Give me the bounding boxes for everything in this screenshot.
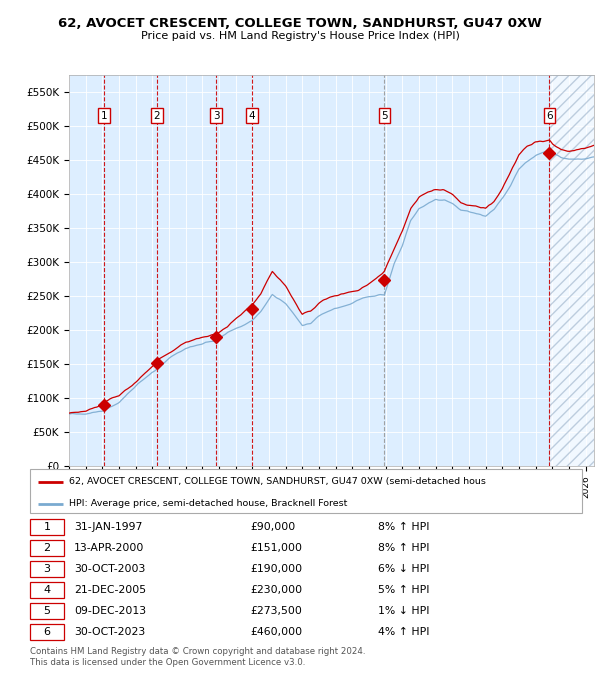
Text: 6: 6 xyxy=(546,111,553,121)
Text: Contains HM Land Registry data © Crown copyright and database right 2024.
This d: Contains HM Land Registry data © Crown c… xyxy=(30,647,365,667)
FancyBboxPatch shape xyxy=(30,540,64,556)
Text: £273,500: £273,500 xyxy=(251,606,302,616)
Text: 4: 4 xyxy=(44,585,50,595)
Text: HPI: Average price, semi-detached house, Bracknell Forest: HPI: Average price, semi-detached house,… xyxy=(68,499,347,508)
FancyBboxPatch shape xyxy=(30,561,64,577)
Text: 3: 3 xyxy=(213,111,220,121)
Text: 8% ↑ HPI: 8% ↑ HPI xyxy=(378,522,429,532)
FancyBboxPatch shape xyxy=(30,603,64,619)
FancyBboxPatch shape xyxy=(30,469,582,513)
Text: 31-JAN-1997: 31-JAN-1997 xyxy=(74,522,143,532)
Text: 13-APR-2000: 13-APR-2000 xyxy=(74,543,145,554)
Text: £460,000: £460,000 xyxy=(251,627,303,637)
Bar xyxy=(550,75,594,466)
Text: 21-DEC-2005: 21-DEC-2005 xyxy=(74,585,146,595)
Text: 5: 5 xyxy=(381,111,388,121)
Text: 2: 2 xyxy=(154,111,160,121)
Text: 3: 3 xyxy=(44,564,50,574)
Text: £230,000: £230,000 xyxy=(251,585,303,595)
Text: 1: 1 xyxy=(100,111,107,121)
Text: 5% ↑ HPI: 5% ↑ HPI xyxy=(378,585,429,595)
Text: 1: 1 xyxy=(44,522,50,532)
Text: £190,000: £190,000 xyxy=(251,564,303,574)
FancyBboxPatch shape xyxy=(30,519,64,535)
FancyBboxPatch shape xyxy=(30,624,64,641)
Text: 62, AVOCET CRESCENT, COLLEGE TOWN, SANDHURST, GU47 0XW: 62, AVOCET CRESCENT, COLLEGE TOWN, SANDH… xyxy=(58,17,542,30)
Text: 5: 5 xyxy=(44,606,50,616)
Text: 6: 6 xyxy=(44,627,50,637)
Text: £151,000: £151,000 xyxy=(251,543,303,554)
Text: Price paid vs. HM Land Registry's House Price Index (HPI): Price paid vs. HM Land Registry's House … xyxy=(140,31,460,41)
Text: 4: 4 xyxy=(248,111,255,121)
Text: 6% ↓ HPI: 6% ↓ HPI xyxy=(378,564,429,574)
Text: 30-OCT-2003: 30-OCT-2003 xyxy=(74,564,146,574)
Text: 2: 2 xyxy=(44,543,50,554)
Text: 30-OCT-2023: 30-OCT-2023 xyxy=(74,627,145,637)
Text: 62, AVOCET CRESCENT, COLLEGE TOWN, SANDHURST, GU47 0XW (semi-detached hous: 62, AVOCET CRESCENT, COLLEGE TOWN, SANDH… xyxy=(68,477,485,486)
Text: 1% ↓ HPI: 1% ↓ HPI xyxy=(378,606,429,616)
Text: 8% ↑ HPI: 8% ↑ HPI xyxy=(378,543,429,554)
Text: 09-DEC-2013: 09-DEC-2013 xyxy=(74,606,146,616)
FancyBboxPatch shape xyxy=(30,582,64,598)
Text: £90,000: £90,000 xyxy=(251,522,296,532)
Text: 4% ↑ HPI: 4% ↑ HPI xyxy=(378,627,429,637)
